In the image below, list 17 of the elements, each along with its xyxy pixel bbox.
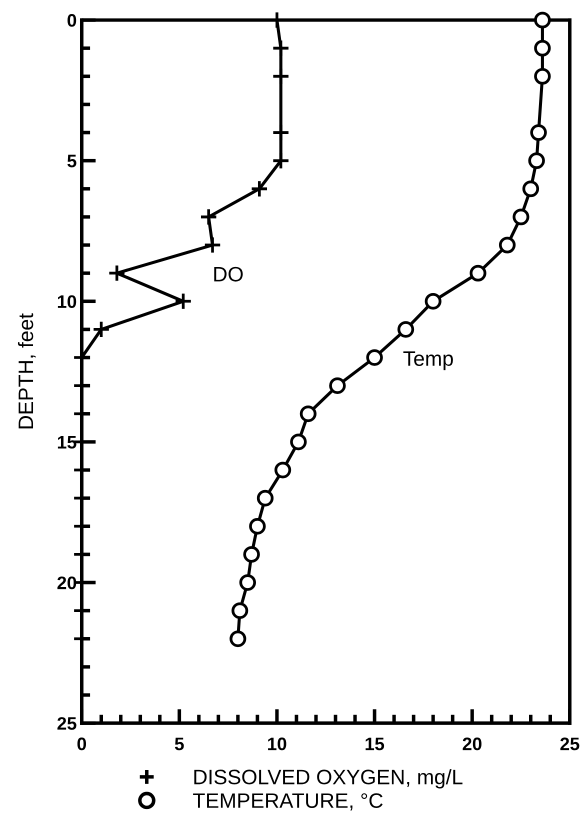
- legend-label: DISSOLVED OXYGEN, mg/L: [194, 769, 462, 789]
- y-tick-label: 5: [67, 154, 76, 168]
- x-tick-label: 10: [268, 738, 286, 750]
- y-tick-label: 15: [58, 436, 76, 449]
- x-tick-label: 15: [366, 738, 384, 750]
- x-tick-label: 5: [174, 738, 184, 750]
- y-axis-title: DEPTH, feet: [18, 313, 36, 428]
- x-tick-label: 20: [462, 738, 482, 750]
- x-tick-label: 25: [560, 738, 580, 750]
- y-tick-label: 20: [57, 576, 76, 590]
- x-tick-label: 0: [77, 738, 86, 750]
- y-tick-label: 0: [68, 14, 76, 27]
- y-tick-label: 10: [58, 295, 76, 308]
- y-tick-label: 25: [57, 717, 76, 730]
- annotation: Temp: [403, 351, 453, 370]
- annotation: DO: [214, 266, 243, 282]
- legend-label: TEMPERATURE, °C: [193, 793, 383, 810]
